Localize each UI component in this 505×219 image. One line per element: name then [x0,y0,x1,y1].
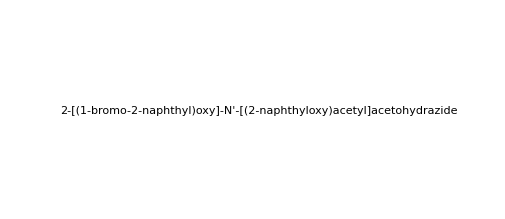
Text: 2-[(1-bromo-2-naphthyl)oxy]-N'-[(2-naphthyloxy)acetyl]acetohydrazide: 2-[(1-bromo-2-naphthyl)oxy]-N'-[(2-napht… [61,106,457,116]
